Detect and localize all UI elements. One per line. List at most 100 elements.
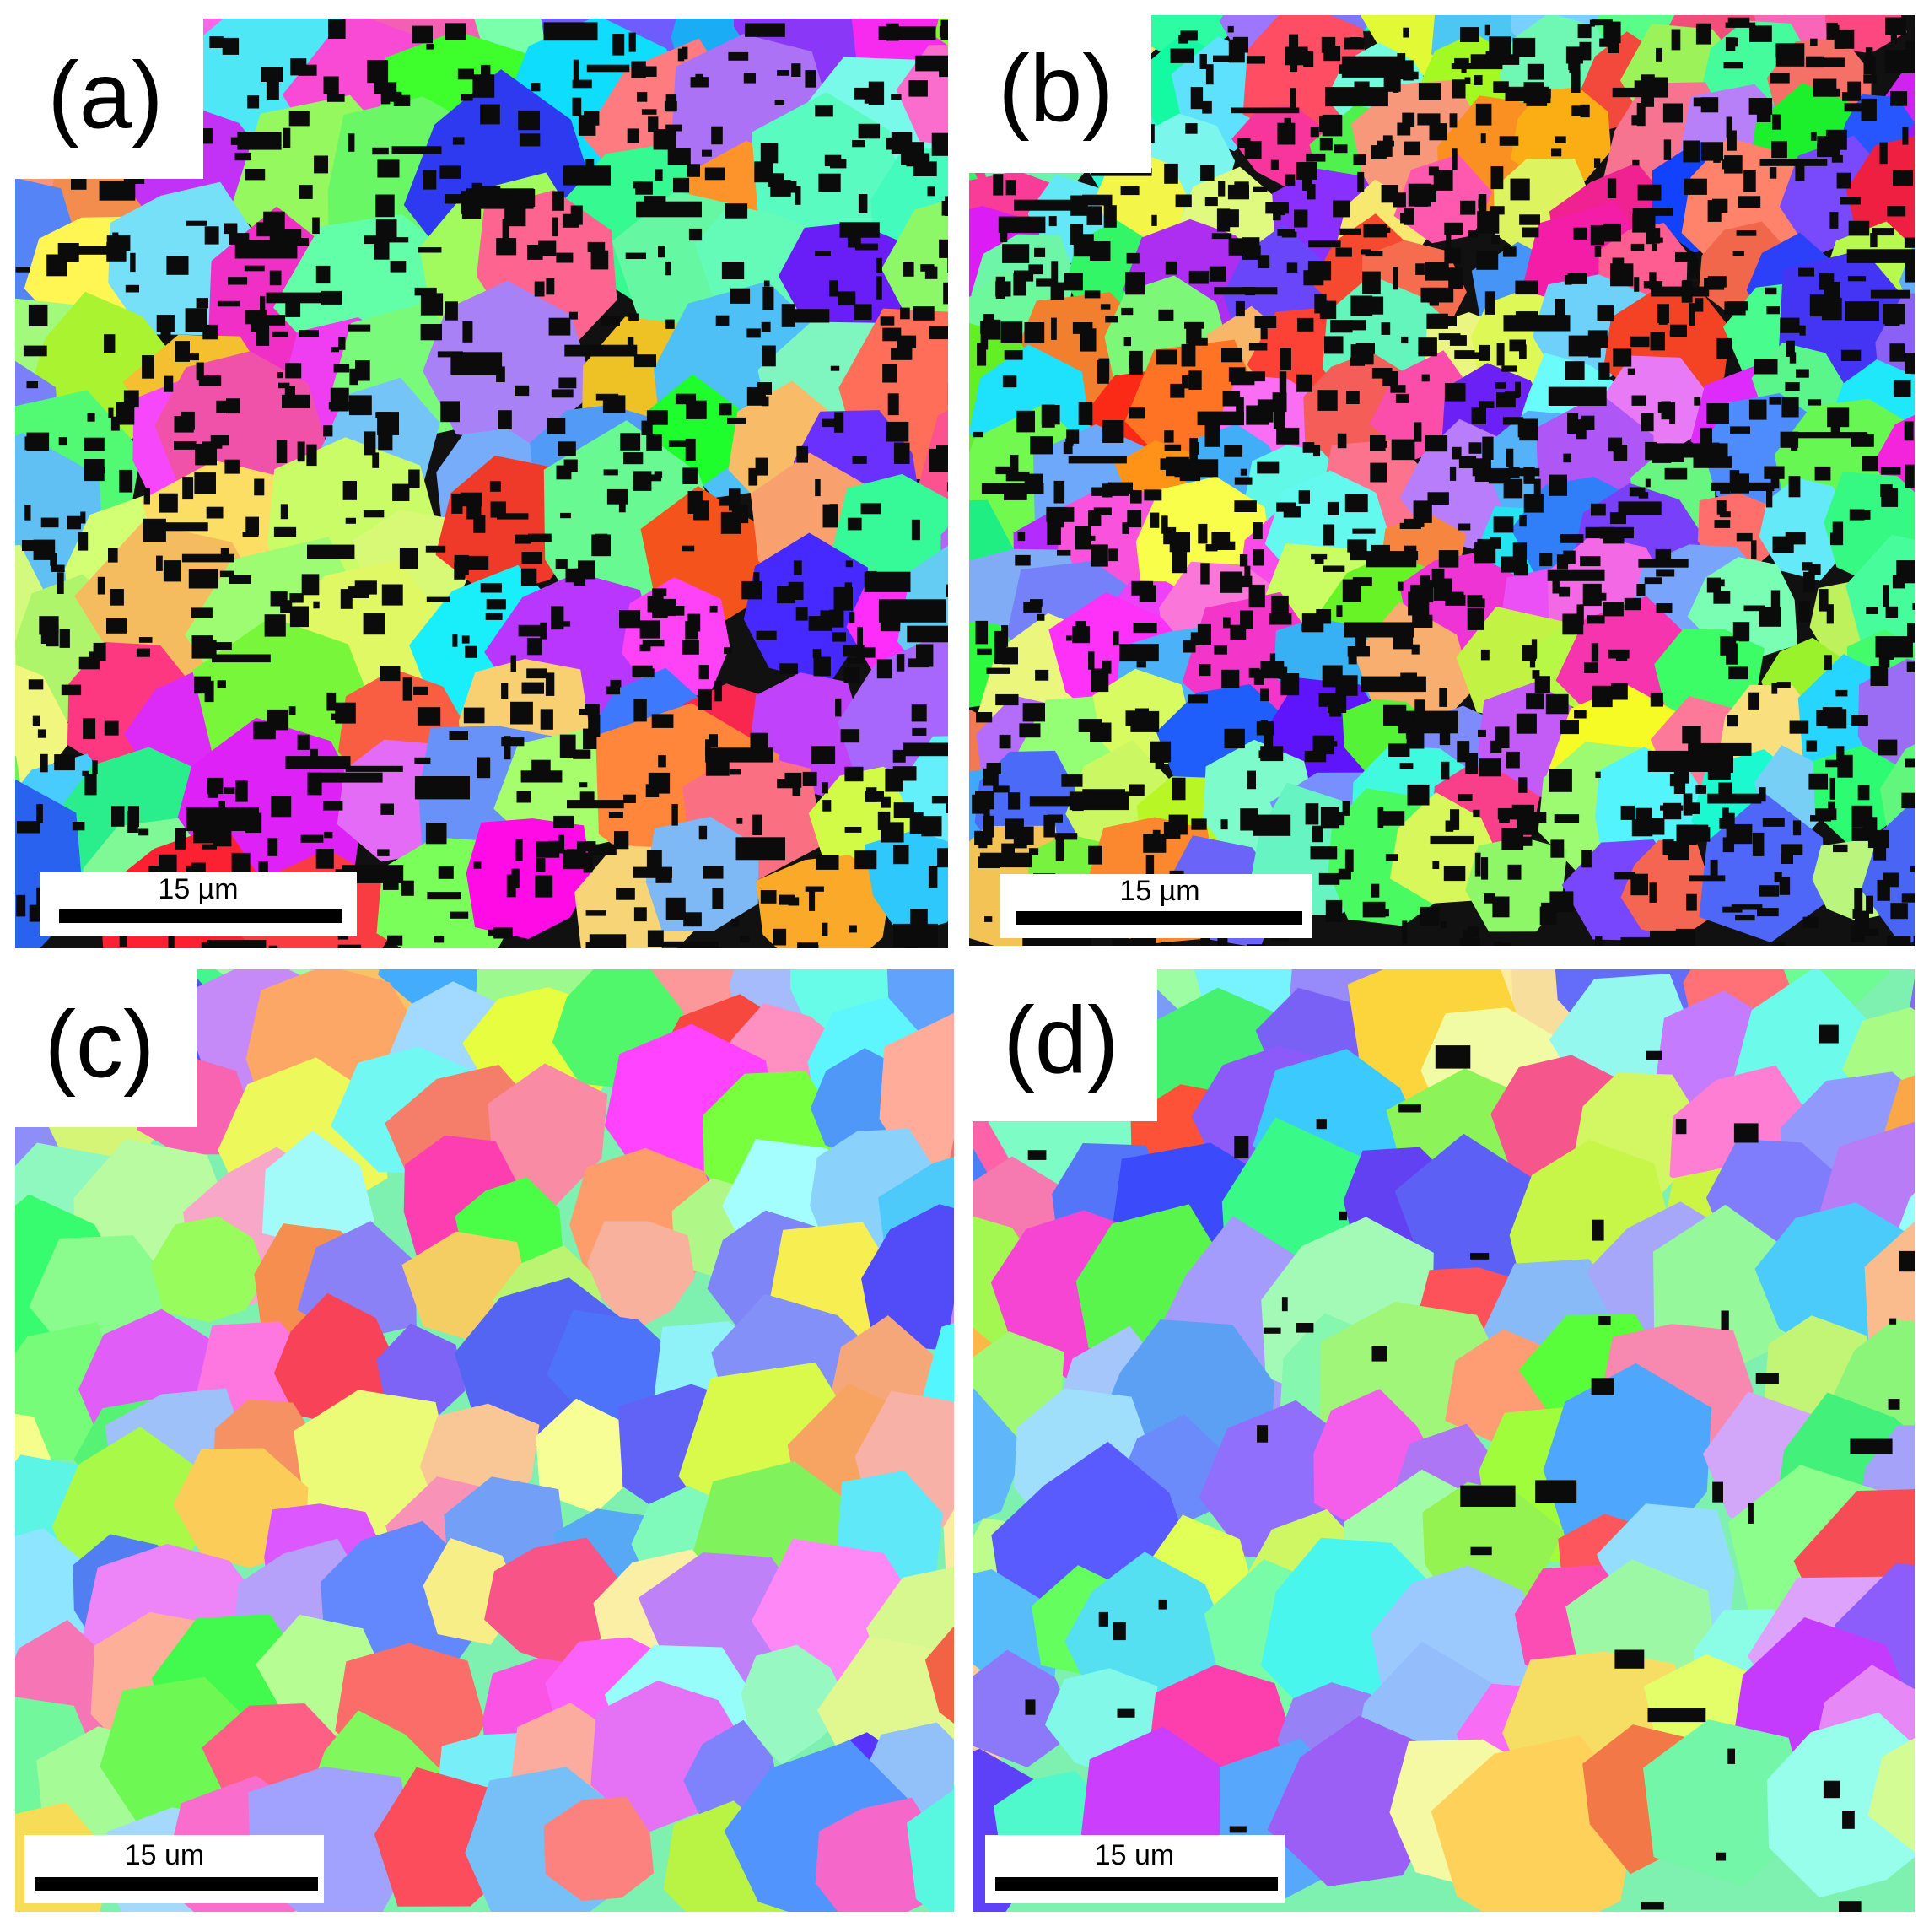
unindexed-pixel (886, 23, 899, 41)
unindexed-pixel (1798, 601, 1810, 623)
unindexed-pixel (1444, 247, 1462, 264)
unindexed-pixel (1190, 638, 1204, 645)
unindexed-pixel (108, 407, 114, 418)
unindexed-pixel (1519, 418, 1538, 441)
unindexed-pixel (583, 728, 597, 749)
unindexed-pixel (418, 247, 442, 253)
unindexed-pixel (425, 545, 446, 553)
unindexed-pixel (1719, 818, 1729, 829)
unindexed-pixel (1061, 774, 1083, 787)
unindexed-pixel (1652, 243, 1657, 251)
unindexed-pixel (451, 493, 463, 514)
unindexed-pixel (163, 560, 181, 582)
unindexed-pixel (885, 822, 893, 841)
unindexed-pixel (893, 442, 910, 464)
unindexed-pixel (210, 642, 232, 650)
unindexed-pixel (1786, 340, 1795, 357)
unindexed-pixel (1905, 464, 1915, 488)
unindexed-pixel (1546, 316, 1554, 326)
unindexed-pixel (1448, 267, 1463, 289)
unindexed-pixel (297, 734, 310, 750)
unindexed-pixel (1682, 726, 1701, 744)
unindexed-pixel (1005, 180, 1016, 196)
unindexed-pixel (61, 684, 82, 696)
unindexed-pixel (235, 780, 248, 802)
unindexed-pixel (1397, 53, 1406, 75)
label-box (15, 19, 203, 179)
unindexed-pixel (690, 77, 709, 88)
unindexed-pixel (496, 238, 517, 256)
unindexed-pixel (276, 440, 288, 463)
unindexed-pixel (849, 925, 857, 933)
unindexed-pixel (289, 606, 309, 628)
unindexed-pixel (632, 665, 653, 678)
unindexed-pixel (1580, 556, 1601, 567)
unindexed-pixel (876, 276, 882, 300)
unindexed-pixel (24, 436, 31, 451)
unindexed-pixel (695, 73, 703, 81)
unindexed-pixel (224, 459, 240, 474)
unindexed-pixel (1271, 595, 1289, 613)
unindexed-pixel (687, 164, 700, 177)
unindexed-pixel (1014, 199, 1079, 211)
unindexed-pixel (1719, 579, 1725, 587)
unindexed-pixel (665, 124, 682, 132)
unindexed-pixel (586, 64, 630, 73)
unindexed-pixel (1650, 692, 1663, 707)
unindexed-pixel (628, 313, 639, 321)
unindexed-pixel (1327, 501, 1339, 515)
unindexed-pixel (673, 177, 690, 193)
unindexed-pixel (326, 94, 345, 102)
unindexed-pixel (755, 457, 768, 476)
unindexed-pixel (1393, 637, 1414, 650)
unindexed-pixel (1655, 228, 1661, 244)
unindexed-pixel (1344, 37, 1365, 50)
unindexed-pixel (198, 375, 222, 386)
unindexed-pixel (466, 555, 489, 570)
unindexed-pixel (1279, 371, 1287, 394)
unindexed-pixel (993, 785, 1010, 793)
label-box (15, 969, 197, 1127)
unindexed-pixel (1344, 494, 1368, 513)
unindexed-pixel (1904, 237, 1915, 248)
unindexed-pixel (929, 448, 948, 472)
unindexed-pixel (1663, 802, 1682, 820)
unindexed-pixel (633, 471, 652, 491)
unindexed-pixel (23, 345, 47, 357)
unindexed-pixel (1054, 833, 1078, 840)
unindexed-pixel (1015, 282, 1022, 292)
unindexed-pixel (1463, 930, 1474, 946)
unindexed-pixel (237, 132, 282, 150)
unindexed-pixel (207, 777, 224, 795)
unindexed-pixel (922, 607, 935, 622)
unindexed-pixel (1825, 759, 1849, 768)
scale-bar-label: 15 um (1095, 1839, 1175, 1871)
unindexed-pixel (1046, 506, 1075, 522)
scale-bar-label: 15 µm (158, 873, 238, 905)
unindexed-pixel (579, 709, 588, 715)
unindexed-pixel (1706, 403, 1729, 424)
unindexed-pixel (355, 360, 370, 381)
unindexed-pixel (979, 852, 1032, 868)
unindexed-pixel (1297, 317, 1314, 332)
unindexed-pixel (1598, 1316, 1611, 1325)
unindexed-pixel (1592, 1219, 1604, 1241)
unindexed-pixel (698, 688, 712, 710)
unindexed-pixel (1724, 155, 1743, 174)
unindexed-pixel (1888, 1399, 1900, 1410)
unindexed-pixel (1534, 676, 1550, 693)
unindexed-pixel (348, 395, 372, 416)
unindexed-pixel (1239, 554, 1248, 567)
unindexed-pixel (1603, 223, 1621, 242)
unindexed-pixel (364, 431, 376, 456)
unindexed-pixel (1454, 57, 1469, 64)
unindexed-pixel (1347, 539, 1367, 553)
unindexed-pixel (1301, 623, 1323, 632)
unindexed-pixel (1237, 138, 1251, 148)
unindexed-pixel (1307, 261, 1332, 281)
unindexed-pixel (1522, 227, 1539, 238)
unindexed-pixel (552, 191, 564, 211)
unindexed-pixel (1817, 136, 1840, 157)
unindexed-pixel (1792, 820, 1802, 836)
